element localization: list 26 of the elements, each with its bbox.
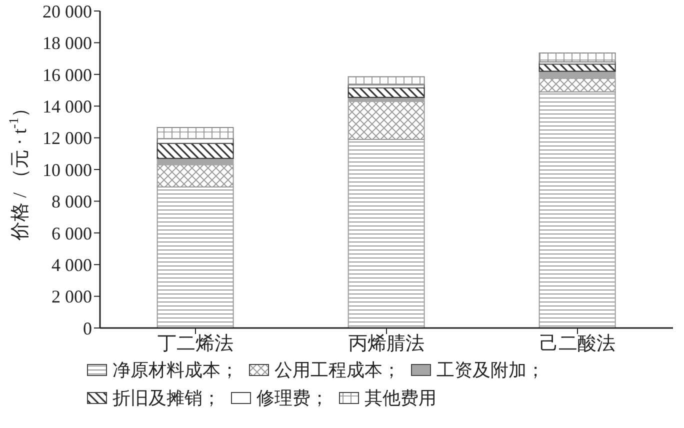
y-tick-label: 18 000 — [42, 33, 92, 54]
bar — [156, 142, 234, 159]
y-tick-label: 12 000 — [42, 128, 92, 148]
legend-label: 其他费用 — [364, 387, 436, 410]
x-tick-label: 己二酸法 — [540, 333, 616, 354]
bar — [156, 127, 234, 140]
bar — [538, 70, 616, 79]
y-tick-label: 20 000 — [42, 1, 92, 22]
y-tick-label: 10 000 — [42, 160, 92, 180]
bar — [538, 52, 616, 62]
y-tick-label: 2 000 — [52, 286, 92, 307]
legend-label: 折旧及摊销； — [112, 387, 220, 410]
x-tick-label: 丙烯腈法 — [348, 333, 424, 354]
legend-label: 工资及附加； — [436, 359, 544, 382]
bar — [348, 87, 425, 98]
legend-label: 修理费； — [256, 387, 328, 410]
x-tick-label: 丁二烯法 — [158, 333, 234, 354]
legend-label: 净原材料成本； — [112, 359, 238, 382]
y-tick-label: 16 000 — [42, 64, 92, 85]
y-tick-label: 8 000 — [52, 192, 92, 212]
y-tick-label: 0 — [83, 318, 92, 338]
y-tick-label: 14 000 — [42, 96, 92, 116]
legend-label: 公用工程成本； — [274, 359, 400, 382]
y-tick-label: 4 000 — [52, 254, 92, 275]
bar — [348, 76, 425, 86]
y-tick-label: 6 000 — [52, 223, 92, 244]
